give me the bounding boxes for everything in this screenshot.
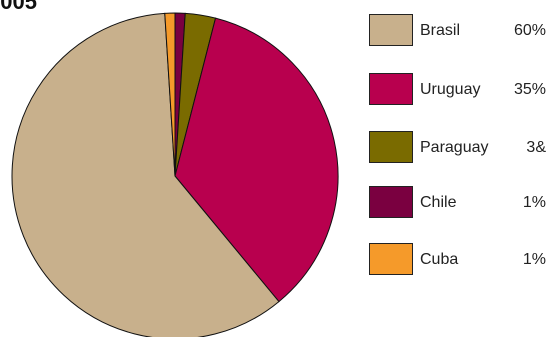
legend-label-paraguay: Paraguay — [420, 139, 489, 156]
chart-title: 2005 — [0, 0, 37, 14]
legend-value-cuba: 1% — [522, 251, 546, 268]
pie-slices — [11, 12, 339, 337]
legend-label-chile: Chile — [420, 194, 457, 211]
legend-item-brasil: Brasil 60% — [369, 14, 550, 48]
legend-value-paraguay: 3& — [526, 139, 546, 156]
legend-item-cuba: Cuba 1% — [369, 243, 550, 277]
legend-label-uruguay: Uruguay — [420, 81, 481, 98]
legend-swatch-chile — [369, 186, 413, 218]
legend-swatch-cuba — [369, 243, 413, 275]
legend-item-uruguay: Uruguay 35% — [369, 73, 550, 107]
legend-swatch-paraguay — [369, 131, 413, 163]
pie-slice-brasil — [11, 12, 280, 337]
legend-value-brasil: 60% — [513, 22, 546, 39]
legend-label-cuba: Cuba — [420, 251, 459, 268]
legend-value-uruguay: 35% — [513, 81, 546, 98]
legend-swatch-uruguay — [369, 73, 413, 105]
pie-slice-uruguay — [174, 17, 339, 303]
legend-item-chile: Chile 1% — [369, 186, 550, 220]
legend-label-brasil: Brasil — [420, 22, 461, 39]
legend-value-chile: 1% — [522, 194, 546, 211]
legend-item-paraguay: Paraguay 3& — [369, 131, 550, 165]
pie-slice-cuba — [164, 12, 176, 177]
legend-swatch-brasil — [369, 14, 413, 46]
